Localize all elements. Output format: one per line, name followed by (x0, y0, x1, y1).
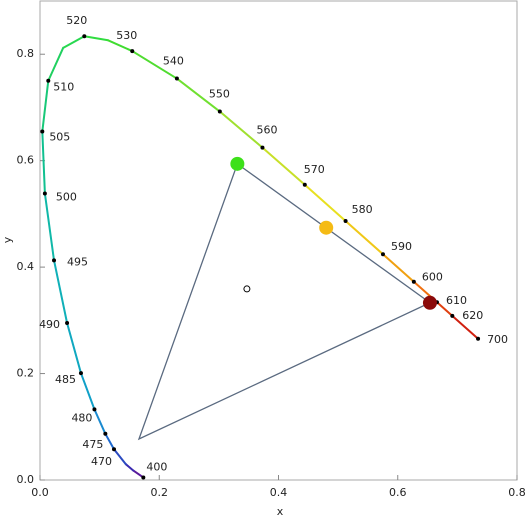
y-tick-label: 0.2 (17, 367, 35, 380)
primary-point (319, 220, 334, 235)
primary-point (422, 295, 437, 310)
y-tick-label: 0.6 (17, 154, 35, 167)
wavelength-label: 540 (163, 55, 184, 68)
wavelength-label: 400 (146, 460, 167, 473)
locus-segment (79, 372, 96, 411)
x-tick-label: 0.8 (508, 486, 526, 499)
wavelength-label: 530 (116, 29, 137, 42)
locus-segment (451, 314, 480, 340)
locus-segment (93, 408, 107, 435)
locus-segment (107, 39, 134, 53)
y-axis-label: y (1, 236, 14, 243)
locus-point (141, 475, 146, 480)
locus-segment (132, 469, 145, 479)
wavelength-label: 590 (391, 240, 412, 253)
locus-segment (124, 463, 135, 472)
wavelength-label: 490 (39, 318, 60, 331)
locus-segment (43, 192, 56, 262)
wavelength-label: 520 (66, 14, 87, 27)
locus-segment (381, 253, 415, 283)
wavelength-label: 485 (55, 373, 76, 386)
locus-point (217, 109, 222, 114)
wavelength-label: 500 (56, 190, 77, 203)
locus-segment (344, 220, 384, 256)
wavelength-label: 570 (304, 163, 325, 176)
locus-point (65, 320, 70, 325)
locus-point (46, 78, 51, 83)
plot-frame (39, 0, 518, 481)
locus-segment (112, 448, 127, 466)
wavelength-label: 510 (53, 81, 74, 94)
gamut-triangle (137, 162, 432, 441)
locus-point (380, 252, 385, 257)
locus-segment (53, 259, 69, 324)
y-tick-label: 0.8 (17, 47, 35, 60)
wavelength-label: 475 (82, 438, 103, 451)
locus-segment (47, 46, 65, 82)
locus-point (42, 191, 47, 196)
wavelength-label: 495 (67, 255, 88, 268)
primary-point (230, 156, 245, 171)
wavelength-label: 550 (209, 88, 230, 101)
locus-segment (62, 35, 86, 49)
locus-segment (261, 146, 306, 186)
x-tick-label: 0.4 (270, 486, 288, 499)
locus-segment (41, 79, 50, 133)
locus-point (92, 407, 97, 412)
locus-point (82, 34, 87, 39)
x-axis-label: x (277, 505, 284, 518)
x-tick-label: 0.0 (31, 486, 49, 499)
locus-point (103, 431, 108, 436)
wavelength-label: 620 (462, 309, 483, 322)
locus-point (302, 182, 307, 187)
wavelength-label: 470 (91, 455, 112, 468)
locus-point (130, 49, 135, 54)
locus-point (52, 258, 57, 263)
locus-segment (41, 130, 46, 195)
locus-point (78, 371, 83, 376)
wavelength-label: 700 (487, 333, 508, 346)
locus-segment (175, 77, 221, 113)
locus-point (111, 447, 116, 452)
wavelength-label: 600 (422, 271, 443, 284)
locus-point (174, 76, 179, 81)
white-point (243, 285, 251, 293)
wavelength-label: 505 (49, 131, 70, 144)
wavelength-label: 480 (71, 411, 92, 424)
locus-segment (435, 301, 454, 317)
y-tick-label: 0.4 (17, 260, 35, 273)
locus-point (450, 313, 455, 318)
locus-segment (83, 35, 110, 42)
locus-point (260, 145, 265, 150)
locus-point (476, 336, 481, 341)
locus-point (411, 279, 416, 284)
x-tick-label: 0.2 (151, 486, 169, 499)
locus-segment (66, 321, 82, 375)
wavelength-label: 580 (352, 203, 373, 216)
x-tick-label: 0.6 (389, 486, 407, 499)
wavelength-label: 610 (446, 294, 467, 307)
locus-point (40, 129, 45, 134)
locus-segment (104, 432, 115, 451)
locus-point (343, 219, 348, 224)
wavelength-label: 560 (256, 124, 277, 137)
y-tick-label: 0.0 (17, 473, 35, 486)
locus-segment (303, 183, 347, 223)
locus-segment (218, 110, 264, 149)
locus-segment (131, 50, 178, 80)
